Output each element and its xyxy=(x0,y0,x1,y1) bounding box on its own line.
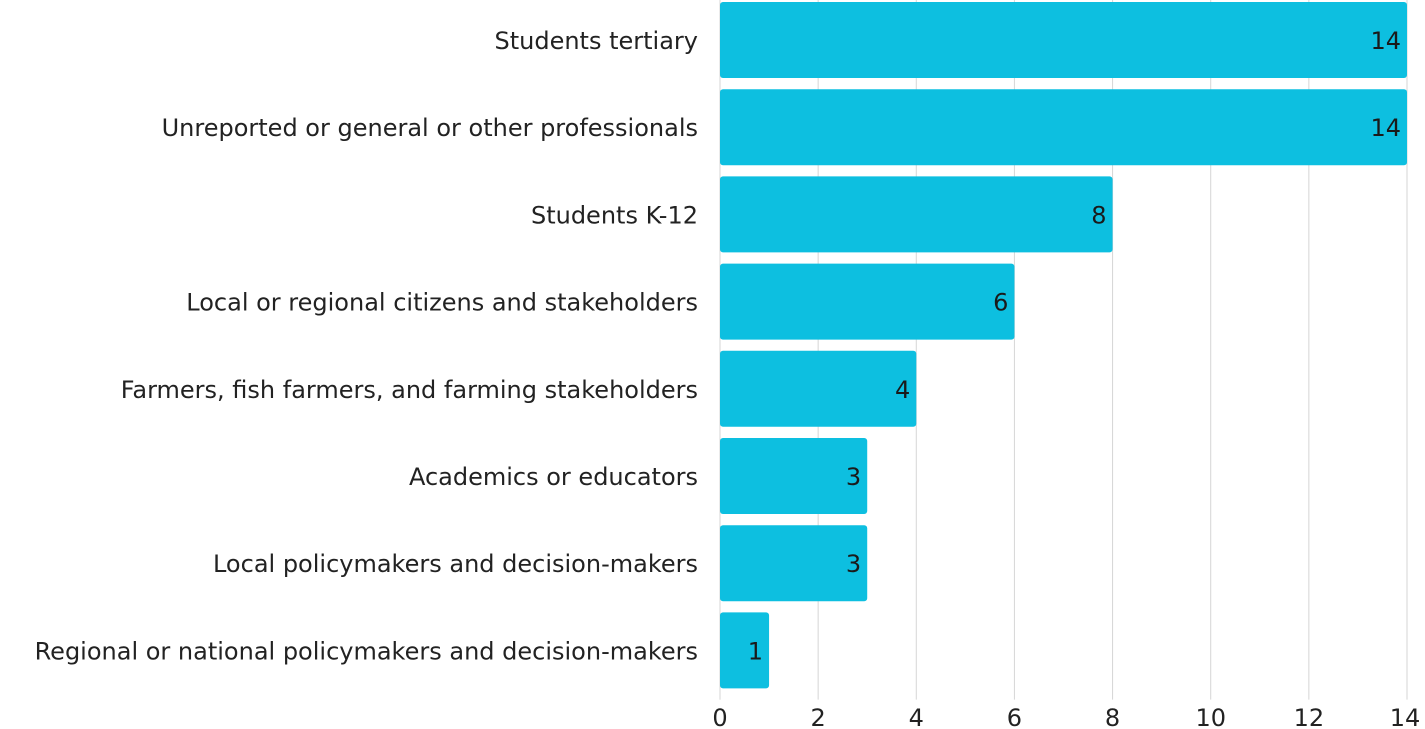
data-labels: 14 14 8 6 4 3 3 1 xyxy=(748,27,1401,665)
x-tick-label: 10 xyxy=(1195,704,1226,729)
bar xyxy=(720,2,1407,78)
data-label: 14 xyxy=(1370,114,1401,142)
bar xyxy=(720,263,1015,340)
x-tick-label: 14 xyxy=(1390,704,1421,729)
bar xyxy=(720,438,868,514)
x-tick-label: 0 xyxy=(712,704,727,729)
category-labels: Students tertiary Unreported or general o… xyxy=(35,27,698,665)
x-tick-label: 4 xyxy=(909,704,924,729)
data-label: 6 xyxy=(993,289,1008,317)
data-label: 1 xyxy=(748,637,763,665)
x-axis-tick-labels: 0 2 4 6 8 10 12 14 xyxy=(712,704,1420,729)
data-label: 14 xyxy=(1370,27,1401,55)
bar xyxy=(720,525,868,602)
x-tick-label: 8 xyxy=(1105,704,1120,729)
category-label: Students tertiary xyxy=(494,27,698,55)
bar xyxy=(720,89,1407,166)
bars xyxy=(720,2,1407,689)
data-label: 4 xyxy=(895,376,910,404)
bar xyxy=(720,176,1113,253)
x-tick-label: 2 xyxy=(811,704,826,729)
data-label: 3 xyxy=(846,550,861,578)
category-label: Academics or educators xyxy=(409,463,698,491)
x-tick-label: 6 xyxy=(1007,704,1022,729)
bar xyxy=(720,350,917,427)
category-label: Local policymakers and decision-makers xyxy=(213,550,698,578)
bar xyxy=(720,612,770,689)
x-tick-label: 12 xyxy=(1294,704,1325,729)
category-label: Students K-12 xyxy=(531,201,698,229)
category-label: Regional or national policymakers and de… xyxy=(35,637,698,665)
category-label: Unreported or general or other professio… xyxy=(162,114,698,142)
category-label: Farmers, fish farmers, and farming stake… xyxy=(121,376,698,404)
data-label: 3 xyxy=(846,463,861,491)
category-label: Local or regional citizens and stakehold… xyxy=(186,289,698,317)
data-label: 8 xyxy=(1091,201,1106,229)
